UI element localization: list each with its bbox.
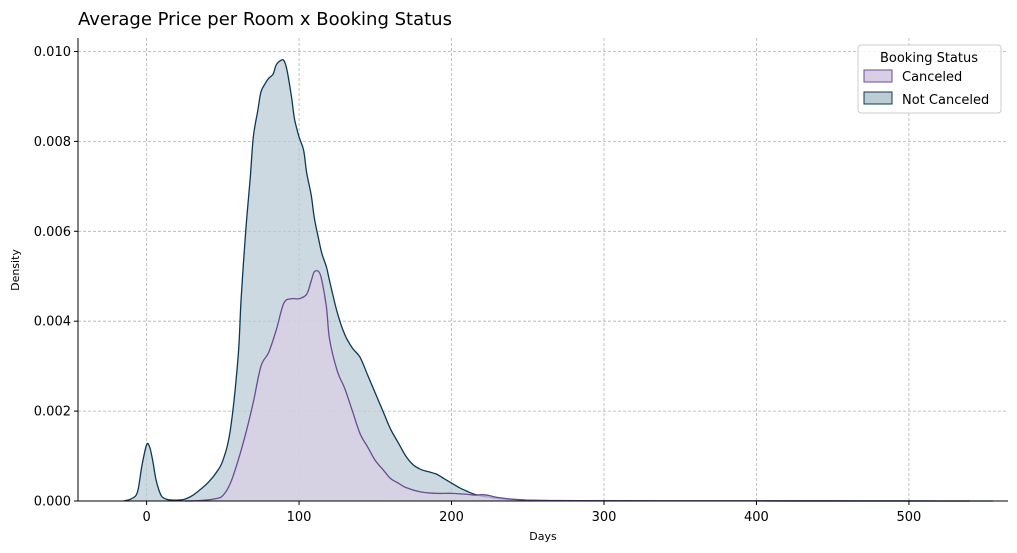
x-tick-label: 400 [744,510,769,525]
legend-label-not-canceled: Not Canceled [902,93,989,108]
legend-title: Booking Status [880,51,978,66]
x-tick-label: 200 [439,510,464,525]
x-axis-label: Days [529,530,557,543]
x-tick-label: 300 [592,510,617,525]
line-canceled [184,269,970,502]
y-tick-label: 0.002 [34,405,71,420]
y-axis-label: Density [9,249,22,291]
y-tick-label: 0.000 [34,495,71,510]
x-tick-label: 500 [896,510,921,525]
legend: Booking Status Canceled Not Canceled [857,44,1002,114]
y-ticks: 0.000 0.002 0.004 0.006 0.008 0.010 [34,45,78,510]
y-tick-label: 0.010 [34,45,71,60]
y-tick-label: 0.004 [34,315,71,330]
density-areas [123,58,993,502]
legend-swatch-not-canceled [863,91,893,105]
x-tick-label: 0 [142,510,150,525]
x-ticks: 0 100 200 300 400 500 [142,501,921,525]
y-tick-label: 0.008 [34,135,71,150]
legend-label-canceled: Canceled [902,70,962,85]
x-tick-label: 100 [287,510,312,525]
area-canceled [184,270,970,501]
chart-title: Average Price per Room x Booking Status [78,9,452,30]
legend-swatch-canceled [863,69,893,83]
y-tick-label: 0.006 [34,225,71,240]
legend-box [857,44,1002,114]
